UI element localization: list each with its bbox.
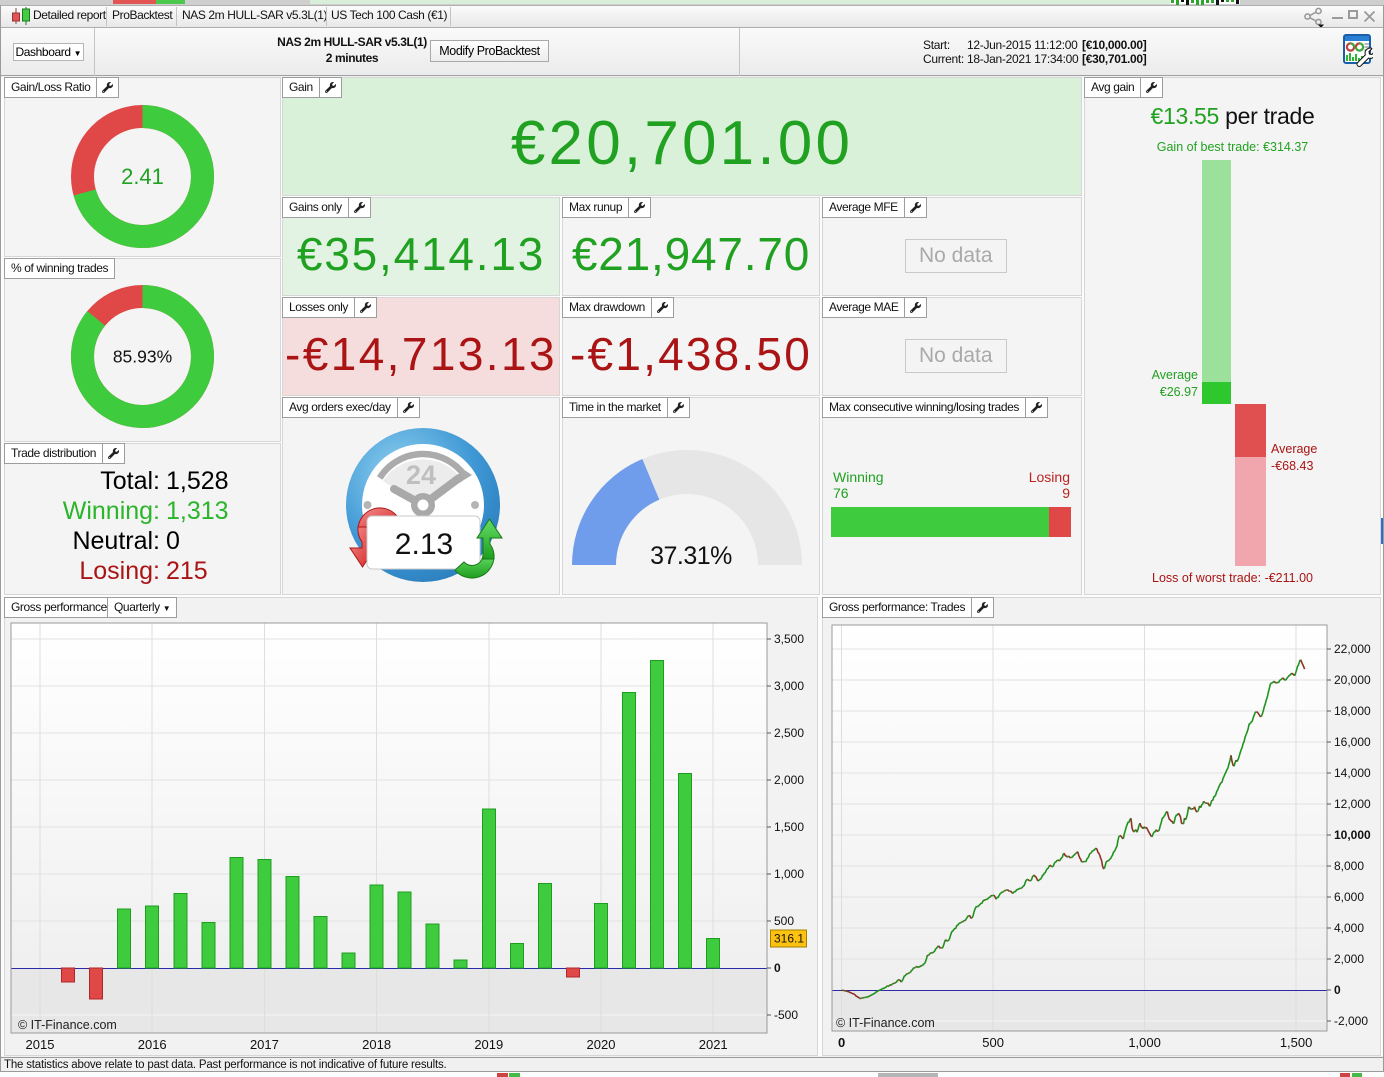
svg-text:8,000: 8,000 [1334, 859, 1364, 873]
svg-text:© IT-Finance.com: © IT-Finance.com [18, 1018, 117, 1032]
svg-text:500: 500 [982, 1035, 1004, 1050]
svg-text:500: 500 [774, 914, 794, 928]
svg-text:85.93%: 85.93% [112, 346, 171, 366]
svg-text:2016: 2016 [138, 1037, 167, 1052]
svg-text:2019: 2019 [474, 1037, 503, 1052]
svg-text:4,000: 4,000 [1334, 921, 1364, 935]
svg-text:0: 0 [1334, 983, 1341, 997]
svg-text:2018: 2018 [362, 1037, 391, 1052]
svg-text:© IT-Finance.com: © IT-Finance.com [836, 1016, 935, 1030]
svg-text:12,000: 12,000 [1334, 797, 1371, 811]
svg-text:-500: -500 [774, 1008, 798, 1022]
svg-text:37.31%: 37.31% [650, 542, 732, 570]
svg-text:2020: 2020 [587, 1037, 616, 1052]
svg-text:16,000: 16,000 [1334, 735, 1371, 749]
svg-text:1,000: 1,000 [1128, 1035, 1161, 1050]
svg-text:316.1: 316.1 [774, 931, 804, 945]
svg-text:-2,000: -2,000 [1334, 1014, 1368, 1028]
svg-text:2,500: 2,500 [774, 726, 804, 740]
svg-text:22,000: 22,000 [1334, 642, 1371, 656]
svg-text:2021: 2021 [699, 1037, 728, 1052]
svg-text:20,000: 20,000 [1334, 673, 1371, 687]
svg-text:0: 0 [774, 961, 781, 975]
svg-text:2015: 2015 [26, 1037, 55, 1052]
svg-text:0: 0 [838, 1035, 845, 1050]
svg-text:1,500: 1,500 [1280, 1035, 1313, 1050]
svg-text:3,500: 3,500 [774, 632, 804, 646]
svg-text:1,000: 1,000 [774, 867, 804, 881]
svg-text:2017: 2017 [250, 1037, 279, 1052]
svg-text:24: 24 [406, 460, 436, 490]
svg-text:6,000: 6,000 [1334, 890, 1364, 904]
svg-text:3,000: 3,000 [774, 679, 804, 693]
svg-text:2.13: 2.13 [395, 528, 453, 561]
svg-text:18,000: 18,000 [1334, 704, 1371, 718]
svg-text:1,500: 1,500 [774, 820, 804, 834]
svg-text:10,000: 10,000 [1334, 828, 1371, 842]
svg-text:14,000: 14,000 [1334, 766, 1371, 780]
svg-text:2,000: 2,000 [1334, 952, 1364, 966]
svg-text:2.41: 2.41 [121, 164, 164, 189]
svg-text:2,000: 2,000 [774, 773, 804, 787]
